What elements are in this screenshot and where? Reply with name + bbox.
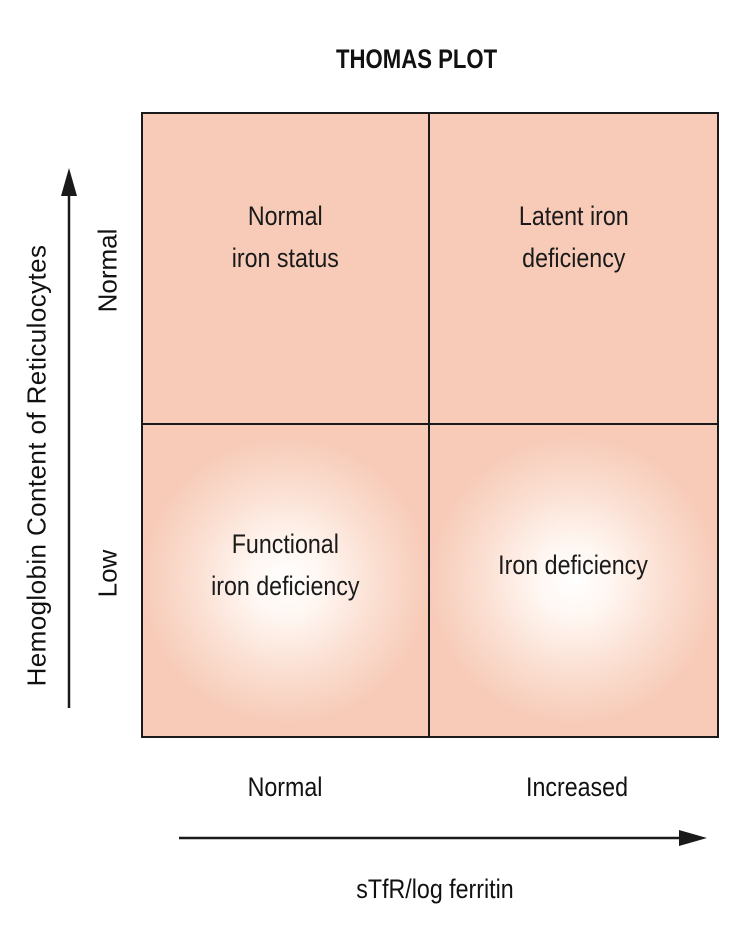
quadrant-label: Latent iron deficiency	[518, 200, 629, 273]
y-axis-title: Hemoglobin Content of Reticulocytes	[21, 244, 52, 687]
quadrant-iron-deficiency: Iron deficiency	[430, 425, 717, 736]
diagram-title: THOMAS PLOT	[336, 44, 498, 74]
quadrant-label: Iron deficiency	[498, 549, 649, 580]
quadrant-normal-iron-status: Normal iron status	[143, 114, 430, 425]
y-level-normal: Normal	[92, 228, 123, 313]
y-level-low: Low	[92, 549, 123, 598]
quadrant-label: Normal iron status	[231, 200, 340, 273]
quadrant-label: Functional iron deficiency	[211, 528, 360, 601]
quadrant-grid: Normal iron status Latent iron deficienc…	[141, 112, 719, 738]
x-level-normal: Normal	[247, 772, 323, 802]
quadrant-latent-iron-deficiency: Latent iron deficiency	[430, 114, 717, 425]
quadrant-functional-iron-deficiency: Functional iron deficiency	[143, 425, 430, 736]
x-axis-title: sTfR/log ferritin	[356, 874, 514, 904]
x-level-increased: Increased	[526, 772, 628, 802]
